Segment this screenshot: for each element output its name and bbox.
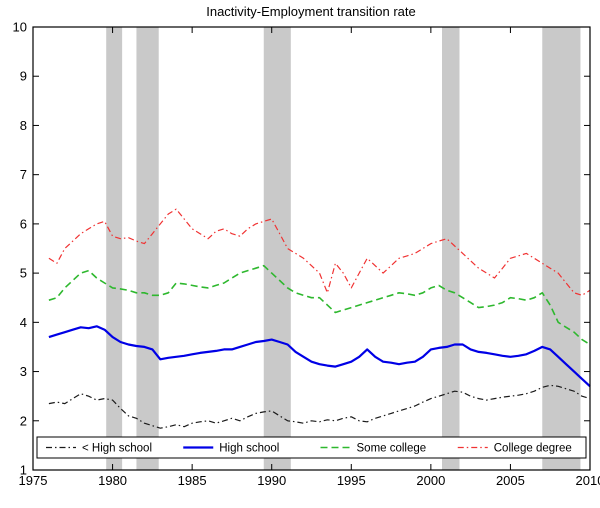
x-tick-label: 1980	[98, 473, 127, 488]
recession-band	[263, 27, 291, 470]
x-tick-label: 2005	[496, 473, 525, 488]
legend-box	[36, 436, 587, 459]
chart-title: Inactivity-Employment transition rate	[206, 4, 416, 19]
series-line-0-high-school	[48, 384, 591, 429]
y-tick-label: 8	[20, 118, 27, 133]
x-tick-label: 2000	[416, 473, 445, 488]
x-tick-label: 1995	[337, 473, 366, 488]
plot-area: 1975 1980 1985 1990 1995 2000 2005 2010 1 2 3 4 5 6 7 8…	[13, 20, 600, 489]
recession-band	[441, 27, 460, 470]
x-tick-label: 2010	[576, 473, 600, 488]
legend-label: High school	[219, 443, 279, 455]
x-tick-label: 1985	[178, 473, 207, 488]
legend: < High school High school Some college Coll…	[36, 436, 587, 459]
y-tick-label: 6	[20, 216, 27, 231]
series-line-3-college-degree	[48, 208, 591, 296]
legend-label: College degree	[494, 443, 572, 455]
recession-band	[542, 27, 581, 470]
series-line-2-some-college	[48, 264, 591, 346]
series-line-1-high-school	[48, 325, 591, 388]
y-tick-label: 5	[20, 266, 27, 281]
y-tick-label: 7	[20, 167, 27, 182]
y-tick-label: 1	[20, 463, 27, 478]
legend-label: Some college	[357, 443, 427, 455]
y-tick-label: 10	[13, 20, 27, 35]
y-tick-label: 9	[20, 69, 27, 84]
y-tick-label: 2	[20, 413, 27, 428]
y-tick-label: 4	[20, 315, 27, 330]
y-tick-label: 3	[20, 364, 27, 379]
recession-band	[136, 27, 159, 470]
legend-label: < High school	[82, 443, 152, 455]
x-tick-label: 1975	[19, 473, 48, 488]
recession-band	[106, 27, 123, 470]
axis-box	[32, 26, 591, 471]
x-tick-label: 1990	[257, 473, 286, 488]
